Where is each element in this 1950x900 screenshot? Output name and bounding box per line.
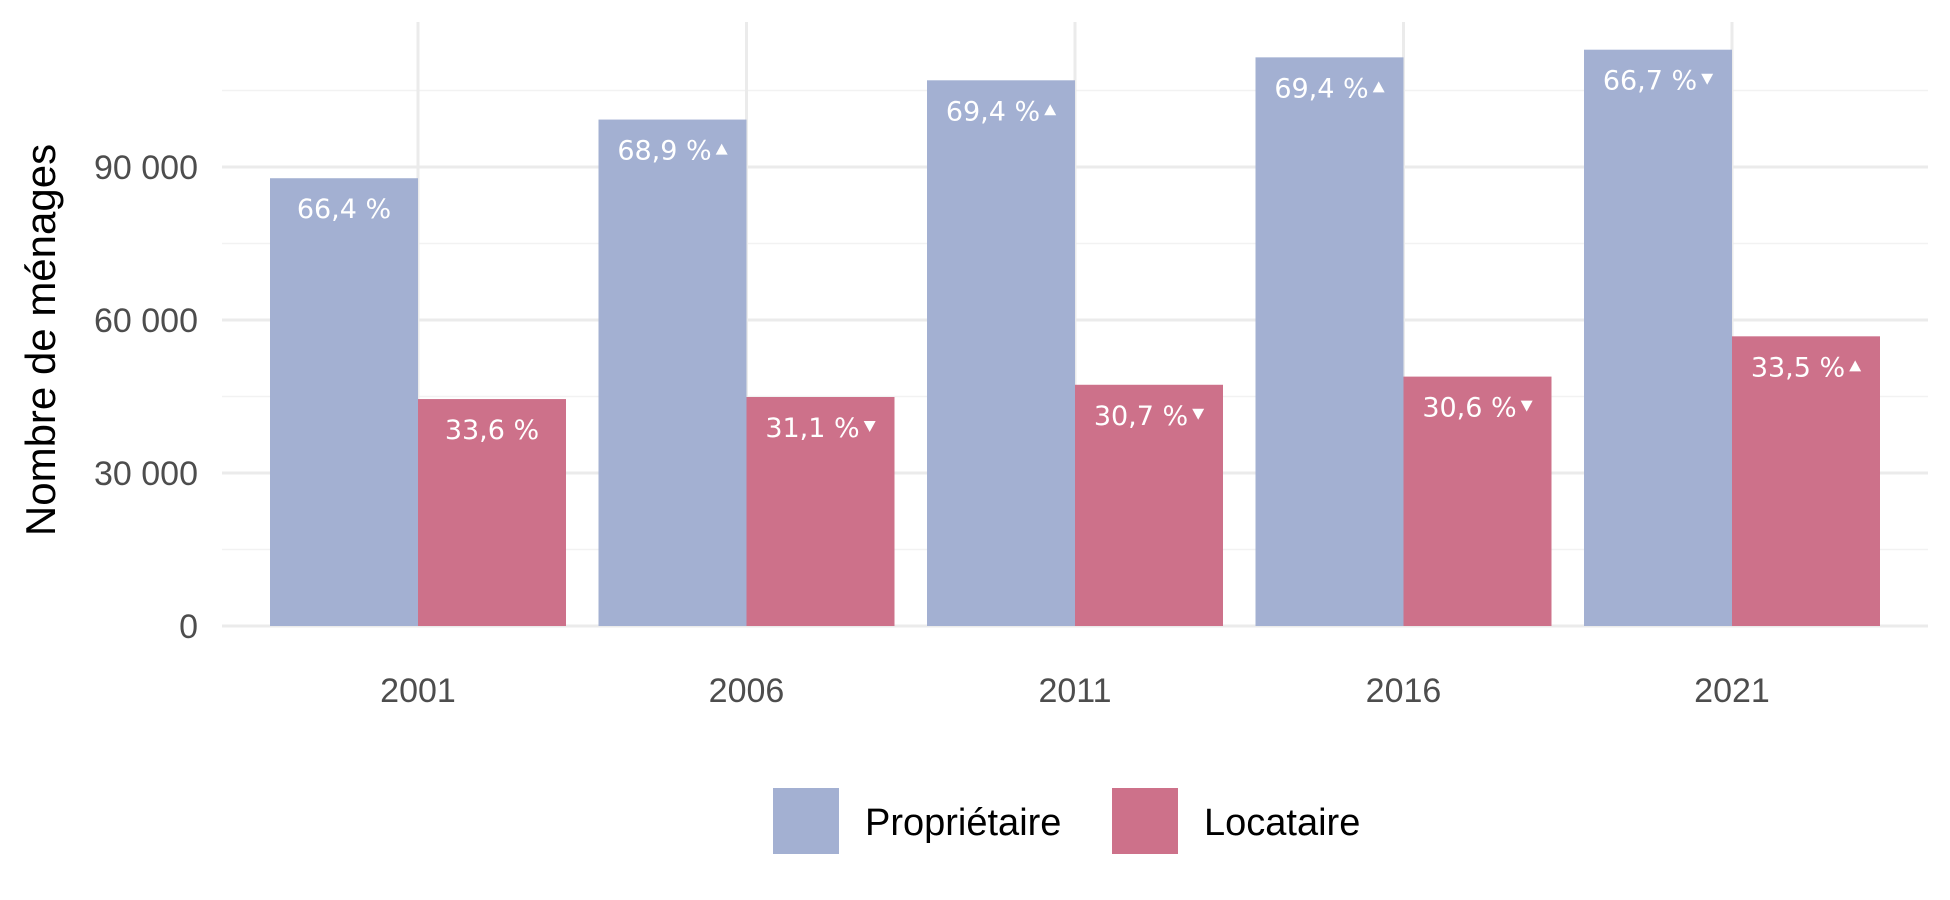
bar-locataire bbox=[746, 397, 895, 626]
bar-value-label: 30,6 % bbox=[1422, 393, 1516, 424]
bar-propriétaire bbox=[598, 119, 747, 626]
triangle-up-icon bbox=[715, 143, 728, 155]
y-tick-label: 90 000 bbox=[94, 149, 198, 187]
legend-swatch bbox=[1112, 788, 1178, 854]
bar-value-label: 31,1 % bbox=[765, 413, 859, 444]
y-tick-label: 60 000 bbox=[94, 302, 198, 340]
bar-value-label: 33,5 % bbox=[1751, 352, 1845, 383]
x-tick-label: 2011 bbox=[1038, 672, 1111, 710]
x-axis-ticks: 2001 2006 2011 2016 2021 bbox=[380, 672, 1770, 710]
bar-value-label: 66,7 % bbox=[1603, 66, 1697, 97]
bar-value-label: 33,6 % bbox=[445, 415, 539, 446]
legend-label: Propriétaire bbox=[865, 802, 1061, 844]
bars bbox=[270, 49, 1880, 627]
bar-propriétaire bbox=[270, 178, 418, 626]
x-tick-label: 2021 bbox=[1694, 672, 1770, 710]
bar-value-label: 68,9 % bbox=[617, 136, 711, 167]
triangle-down-icon bbox=[1520, 400, 1533, 412]
bar-propriétaire bbox=[1584, 49, 1732, 626]
y-tick-label: 0 bbox=[179, 608, 198, 646]
y-axis-ticks: 0 30 000 60 000 90 000 bbox=[94, 149, 198, 646]
bar-value-label: 66,4 % bbox=[297, 194, 391, 225]
bar-propriétaire bbox=[927, 80, 1075, 627]
bar-locataire bbox=[1075, 384, 1223, 626]
legend-swatch bbox=[773, 788, 839, 854]
y-axis-title: Nombre de ménages bbox=[17, 144, 64, 536]
legend: Propriétaire Locataire bbox=[773, 788, 1360, 854]
bar-propriétaire bbox=[1255, 57, 1404, 627]
bar-value-label: 69,4 % bbox=[946, 96, 1040, 127]
triangle-up-icon bbox=[1849, 360, 1862, 372]
bar-value-label: 30,7 % bbox=[1094, 401, 1188, 432]
x-tick-label: 2016 bbox=[1366, 672, 1442, 710]
bar-locataire bbox=[1403, 376, 1552, 626]
x-tick-label: 2001 bbox=[380, 672, 456, 710]
triangle-down-icon bbox=[863, 421, 876, 433]
triangle-up-icon bbox=[1044, 104, 1057, 116]
bar-value-label: 69,4 % bbox=[1274, 73, 1368, 104]
triangle-down-icon bbox=[1701, 73, 1714, 85]
bar-locataire bbox=[1732, 336, 1880, 626]
triangle-down-icon bbox=[1192, 408, 1205, 420]
legend-label: Locataire bbox=[1204, 802, 1360, 844]
triangle-up-icon bbox=[1372, 81, 1385, 93]
x-tick-label: 2006 bbox=[709, 672, 785, 710]
bar-locataire bbox=[418, 399, 566, 626]
y-tick-label: 30 000 bbox=[94, 455, 198, 493]
bar-labels: 66,4 % 68,9 % 69,4 % 69,4 % 66,7 % 33,6 % 31,1… bbox=[297, 66, 1862, 446]
